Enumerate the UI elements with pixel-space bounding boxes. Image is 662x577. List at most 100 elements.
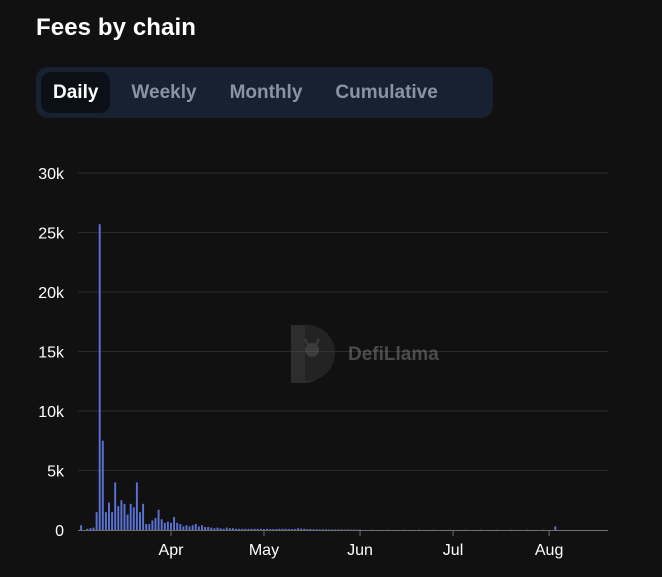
y-tick-label: 5k xyxy=(47,464,65,481)
bar[interactable] xyxy=(297,528,300,530)
watermark: DefiLlama xyxy=(291,324,439,383)
bar[interactable] xyxy=(290,529,293,530)
bar[interactable] xyxy=(80,525,83,530)
bar[interactable] xyxy=(278,528,281,530)
bar[interactable] xyxy=(120,500,123,530)
bar[interactable] xyxy=(176,522,179,530)
bar[interactable] xyxy=(266,528,269,530)
bar[interactable] xyxy=(287,529,290,530)
bar[interactable] xyxy=(210,527,213,530)
bar[interactable] xyxy=(250,528,253,530)
bar[interactable] xyxy=(281,528,284,530)
bar[interactable] xyxy=(235,528,238,530)
tab-daily[interactable]: Daily xyxy=(41,72,111,113)
y-tick-label: 0 xyxy=(55,523,64,540)
bar[interactable] xyxy=(154,518,157,530)
bar[interactable] xyxy=(145,524,148,530)
bar[interactable] xyxy=(182,526,185,530)
bar[interactable] xyxy=(241,528,244,530)
bar[interactable] xyxy=(318,529,321,530)
bar[interactable] xyxy=(312,529,315,530)
bar[interactable] xyxy=(197,526,200,530)
bar[interactable] xyxy=(157,509,160,530)
bar[interactable] xyxy=(151,520,154,530)
bar[interactable] xyxy=(185,525,188,530)
x-tick-label: Apr xyxy=(159,542,185,559)
bar[interactable] xyxy=(194,524,197,530)
bar[interactable] xyxy=(188,526,191,530)
bar[interactable] xyxy=(101,440,104,530)
bar[interactable] xyxy=(247,528,250,530)
bar[interactable] xyxy=(324,529,327,530)
bar[interactable] xyxy=(108,502,110,530)
y-tick-label: 25k xyxy=(38,226,65,243)
x-tick-label: Aug xyxy=(535,542,563,559)
bar[interactable] xyxy=(114,482,117,530)
bar[interactable] xyxy=(135,482,138,530)
bar[interactable] xyxy=(309,529,312,530)
bar[interactable] xyxy=(300,528,303,530)
bar[interactable] xyxy=(207,527,210,530)
llama-logo-icon xyxy=(291,324,336,383)
chart-grid xyxy=(78,172,608,471)
bar[interactable] xyxy=(163,522,166,530)
bar[interactable] xyxy=(191,525,194,530)
bar[interactable] xyxy=(117,506,120,530)
bar[interactable] xyxy=(139,512,141,530)
y-tick-label: 20k xyxy=(38,285,65,302)
chart-bars xyxy=(80,224,557,531)
bar[interactable] xyxy=(204,527,207,530)
bar[interactable] xyxy=(263,529,265,530)
bar[interactable] xyxy=(306,529,309,530)
y-tick-label: 10k xyxy=(38,404,65,421)
x-tick-label: Jul xyxy=(443,542,463,559)
bar[interactable] xyxy=(269,529,272,530)
bar[interactable] xyxy=(216,527,219,530)
bar[interactable] xyxy=(173,516,176,530)
bar[interactable] xyxy=(129,503,132,530)
bar[interactable] xyxy=(225,527,228,530)
bar[interactable] xyxy=(256,528,259,530)
y-tick-label: 15k xyxy=(38,345,65,362)
bar[interactable] xyxy=(126,514,129,530)
bar[interactable] xyxy=(232,528,234,530)
bar[interactable] xyxy=(132,507,135,530)
bar[interactable] xyxy=(284,528,287,530)
bar[interactable] xyxy=(95,512,98,530)
bar[interactable] xyxy=(213,528,216,530)
bar[interactable] xyxy=(244,528,247,530)
x-tick-label: May xyxy=(249,542,279,559)
bar[interactable] xyxy=(253,528,256,530)
bar[interactable] xyxy=(554,526,557,530)
tab-cumulative[interactable]: Cumulative xyxy=(335,82,438,103)
bar[interactable] xyxy=(166,521,169,530)
bar[interactable] xyxy=(219,528,222,530)
bar[interactable] xyxy=(315,529,318,530)
bar[interactable] xyxy=(303,528,306,530)
bar[interactable] xyxy=(201,525,203,530)
bar[interactable] xyxy=(111,512,114,530)
bar[interactable] xyxy=(98,224,101,531)
watermark-text: DefiLlama xyxy=(348,344,439,365)
bar[interactable] xyxy=(86,528,89,530)
bar[interactable] xyxy=(222,528,225,530)
bar[interactable] xyxy=(92,527,95,530)
bar[interactable] xyxy=(89,528,92,530)
bar[interactable] xyxy=(160,519,163,530)
bar[interactable] xyxy=(238,528,241,530)
bar[interactable] xyxy=(259,528,262,530)
bar[interactable] xyxy=(179,524,182,530)
tab-monthly[interactable]: Monthly xyxy=(229,82,303,103)
bar[interactable] xyxy=(104,512,107,530)
bar[interactable] xyxy=(272,529,275,530)
bar[interactable] xyxy=(123,503,126,530)
bar[interactable] xyxy=(275,529,278,530)
bar[interactable] xyxy=(294,529,296,530)
bar[interactable] xyxy=(142,503,145,530)
bar[interactable] xyxy=(321,529,324,530)
bar[interactable] xyxy=(228,528,231,530)
bar[interactable] xyxy=(148,524,151,530)
tab-weekly[interactable]: Weekly xyxy=(131,82,197,103)
bar[interactable] xyxy=(170,522,172,530)
y-axis-ticks: 0 5k 10k 15k 20k 25k 30k xyxy=(38,166,65,540)
